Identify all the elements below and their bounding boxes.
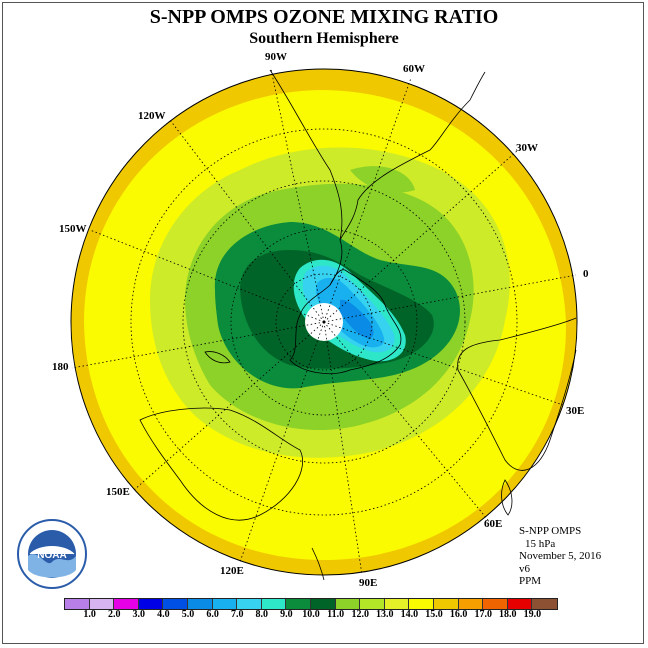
- colorbar-swatch: [163, 599, 188, 609]
- colorbar-swatch: [384, 599, 410, 609]
- contour-6: [340, 299, 374, 339]
- noaa-logo: NOAA: [17, 519, 87, 589]
- colorbar-swatch: [507, 599, 533, 609]
- colorbar-tick-label: 17.0: [474, 609, 492, 620]
- contour-12-patch: [350, 166, 415, 193]
- map-border: [70, 68, 578, 576]
- colorbar-labels: 1.0 2.0 3.0 4.0 5.0 6.0 7.0 8.0 9.0 10.0 11.0 12.0 1…: [0, 609, 648, 623]
- lon-label-150w: 150W: [59, 223, 87, 235]
- colorbar-tick-label: 13.0: [376, 609, 394, 620]
- colorbar-tick-label: 8.0: [255, 609, 269, 620]
- colorbar-swatch: [237, 599, 262, 609]
- noaa-logo-text: NOAA: [37, 550, 66, 561]
- lon-label-30e: 30E: [566, 405, 585, 417]
- info-version: v6: [519, 562, 530, 575]
- coastline-indonesia: [311, 547, 325, 581]
- colorbar-swatch: [335, 599, 361, 609]
- colorbar-swatch: [483, 599, 508, 609]
- lon-label-180: 180: [52, 361, 69, 373]
- colorbar-swatch: [532, 599, 557, 609]
- coastline-antarctica: [289, 269, 402, 375]
- coastline-australia: [139, 407, 303, 521]
- colorbar-swatch: [433, 599, 459, 609]
- colorbar-swatch: [409, 599, 434, 609]
- colorbar-tick-label: 1.0: [83, 609, 96, 620]
- graticule: [71, 68, 577, 576]
- colorbar-tick-label: 11.0: [327, 609, 345, 620]
- info-instrument: S-NPP OMPS: [519, 525, 582, 537]
- south-pole-marker: [322, 320, 326, 324]
- colorbar-swatch: [212, 599, 238, 609]
- colorbar-tick-label: 10.0: [302, 609, 320, 620]
- colorbar-tick-label: 5.0: [181, 609, 195, 620]
- colorbar-swatch: [65, 599, 90, 609]
- colorbar-swatch: [114, 599, 139, 609]
- info-units: PPM: [519, 575, 542, 587]
- colorbar-tick-label: 19.0: [523, 609, 542, 620]
- lon-label-60w: 60W: [403, 63, 425, 75]
- lon-label-150e: 150E: [106, 486, 130, 498]
- contour-15-patch-upperleft: [110, 100, 240, 175]
- colorbar-tick-label: 2.0: [107, 609, 121, 620]
- info-level: 15 hPa: [525, 537, 556, 550]
- lon-label-90e: 90E: [359, 577, 378, 589]
- colorbar: [64, 598, 558, 610]
- coastline-new-zealand: [204, 351, 231, 364]
- colorbar-tick-label: 6.0: [206, 609, 219, 620]
- colorbar-tick-label: 14.0: [400, 609, 419, 620]
- coastline-madagascar: [501, 479, 513, 516]
- lon-label-120w: 120W: [138, 110, 166, 122]
- colorbar-swatch: [261, 599, 287, 609]
- colorbar-swatch: [138, 599, 164, 609]
- contour-15-patch-top: [330, 69, 400, 94]
- lon-label-30w: 30W: [516, 142, 538, 154]
- colorbar-tick-label: 9.0: [280, 609, 293, 620]
- colorbar-swatch: [286, 599, 311, 609]
- map-title: S-NPP OMPS OZONE MIXING RATIO: [149, 6, 499, 28]
- info-date: November 5, 2016: [519, 550, 602, 562]
- colorbar-swatch: [360, 599, 385, 609]
- colorbar-tick-label: 15.0: [425, 609, 443, 620]
- colorbar-tick-label: 7.0: [230, 609, 244, 620]
- lon-label-120e: 120E: [220, 565, 244, 577]
- colorbar-tick-label: 18.0: [499, 609, 517, 620]
- colorbar-tick-label: 4.0: [157, 609, 170, 620]
- coastline-south-america: [269, 69, 486, 241]
- colorbar-tick-label: 12.0: [351, 609, 369, 620]
- product-info: S-NPP OMPS 15 hPa November 5, 2016 v6 PP…: [519, 525, 601, 588]
- colorbar-tick-label: 16.0: [449, 609, 468, 620]
- lon-label-60e: 60E: [484, 518, 503, 530]
- lon-label-90w: 90W: [265, 51, 287, 63]
- colorbar-swatch: [187, 599, 213, 609]
- map-subtitle: Southern Hemisphere: [249, 30, 399, 47]
- colorbar-tick-label: 3.0: [132, 609, 146, 620]
- colorbar-swatch: [310, 599, 336, 609]
- colorbar-swatch: [89, 599, 115, 609]
- colorbar-swatch: [458, 599, 484, 609]
- lon-label-0: 0: [583, 268, 589, 280]
